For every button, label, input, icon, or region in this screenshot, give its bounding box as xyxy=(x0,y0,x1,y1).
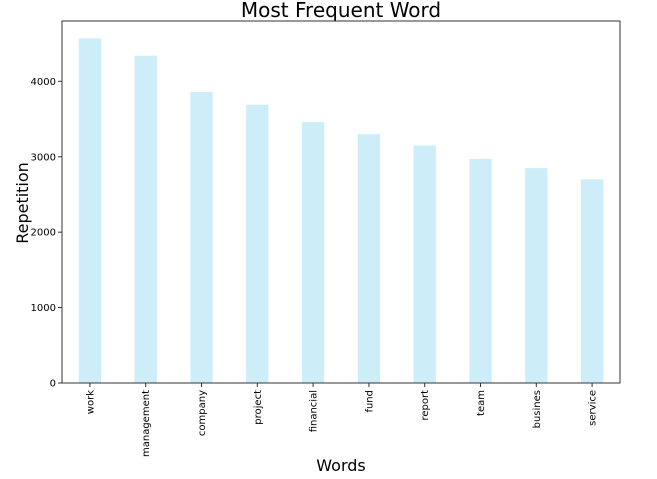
x-tick-label: busines xyxy=(532,390,543,428)
x-tick-label: project xyxy=(253,390,264,425)
x-tick-label: management xyxy=(141,390,152,457)
plot-frame xyxy=(61,20,621,384)
bar-busines xyxy=(525,168,548,383)
bar-report xyxy=(413,145,436,383)
bar-fund xyxy=(357,134,381,384)
y-tick-label: 3000 xyxy=(31,152,56,163)
x-axis-ticks: work management company project financial fun… xyxy=(85,383,599,457)
x-tick-label: financial xyxy=(309,390,320,432)
y-tick-label: 0 xyxy=(50,379,56,390)
bar-company xyxy=(190,91,213,383)
bar-team xyxy=(469,159,492,383)
bars-group xyxy=(78,38,604,384)
x-tick-label: company xyxy=(197,390,208,436)
y-tick-label: 4000 xyxy=(31,77,56,88)
bar-work xyxy=(78,38,102,383)
x-axis-title: Words xyxy=(316,456,365,475)
bar-project xyxy=(246,104,269,384)
y-axis-title: Repetition xyxy=(13,162,32,244)
y-tick-label: 2000 xyxy=(31,228,56,239)
y-tick-label: 1000 xyxy=(31,303,56,314)
chart-title: Most Frequent Word xyxy=(241,0,441,22)
x-tick-label: team xyxy=(476,390,487,416)
y-axis-ticks: 0 1000 2000 3000 4000 xyxy=(31,77,62,390)
x-tick-label: work xyxy=(85,390,96,414)
bar-service xyxy=(580,179,604,384)
bar-financial xyxy=(301,122,325,383)
x-tick-label: fund xyxy=(364,390,375,413)
bar-management xyxy=(134,55,157,383)
x-tick-label: service xyxy=(588,390,599,426)
x-tick-label: report xyxy=(420,390,431,421)
